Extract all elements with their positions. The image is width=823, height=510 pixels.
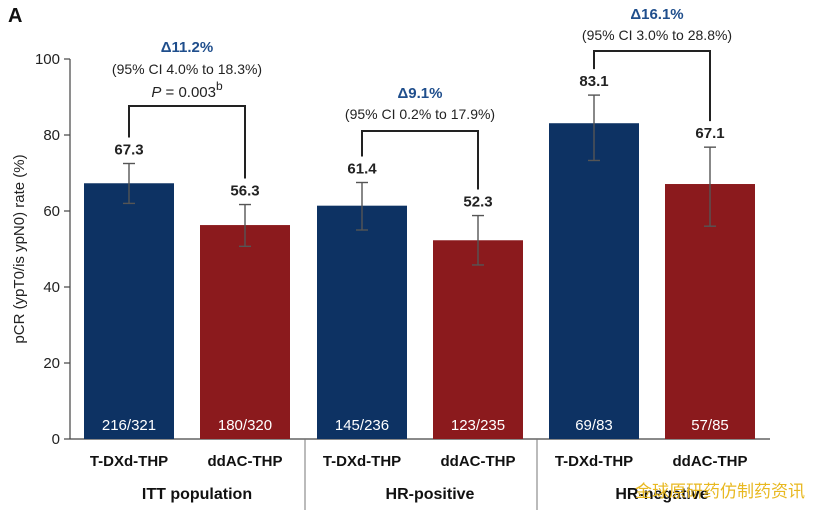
bar-value-label: 67.1 — [695, 125, 724, 142]
bar-fraction-label: 57/85 — [691, 417, 729, 434]
p-value-label: P = 0.003b — [151, 79, 223, 101]
y-tick-label: 60 — [43, 203, 60, 220]
p-value-superscript: b — [216, 79, 223, 93]
comparison-bracket — [361, 130, 479, 190]
bar-value-label: 61.4 — [347, 161, 377, 178]
bar-fraction-label: 123/235 — [451, 417, 505, 434]
category-label: T-DXd-THP — [90, 453, 168, 470]
bar-fraction-label: 145/236 — [335, 417, 389, 434]
category-label: ddAC-THP — [441, 453, 516, 470]
bar-ddac-thp — [433, 240, 523, 439]
bar-fraction-label: 216/321 — [102, 417, 156, 434]
bar-t-dxd-thp — [549, 123, 639, 439]
delta-label: Δ11.2% — [161, 39, 214, 56]
y-tick-label: 20 — [43, 355, 60, 372]
y-tick-label: 40 — [43, 279, 60, 296]
bar-value-label: 56.3 — [230, 183, 259, 200]
bar-value-label: 67.3 — [114, 142, 143, 159]
y-tick-label: 100 — [35, 51, 60, 68]
group-label: HR-negative — [615, 486, 708, 503]
bar-fraction-label: 69/83 — [575, 417, 613, 434]
delta-label: Δ16.1% — [630, 6, 683, 23]
bar-value-label: 52.3 — [463, 194, 492, 211]
delta-label: Δ9.1% — [398, 85, 443, 102]
ci-label: (95% CI 3.0% to 28.8%) — [582, 27, 732, 43]
bar-fraction-label: 180/320 — [218, 417, 272, 434]
category-label: ddAC-THP — [673, 453, 748, 470]
comparison-bracket — [593, 50, 711, 122]
bar-t-dxd-thp — [84, 183, 174, 439]
category-label: ddAC-THP — [208, 453, 283, 470]
y-tick-label: 80 — [43, 127, 60, 144]
ci-label: (95% CI 0.2% to 17.9%) — [345, 106, 495, 122]
y-tick-label: 0 — [52, 431, 60, 448]
bar-t-dxd-thp — [317, 205, 407, 439]
bar-value-label: 83.1 — [579, 73, 608, 90]
ci-label: (95% CI 4.0% to 18.3%) — [112, 61, 262, 77]
bar-ddac-thp — [200, 225, 290, 439]
group-label: ITT population — [142, 486, 252, 503]
category-label: T-DXd-THP — [323, 453, 401, 470]
panel-label: A — [8, 5, 22, 27]
y-axis-label: pCR (ypT0/is ypN0) rate (%) — [11, 154, 28, 343]
group-label: HR-positive — [386, 486, 475, 503]
p-value-symbol: P — [151, 84, 161, 101]
watermark: 金球原研药仿制药资讯 — [635, 482, 805, 502]
comparison-bracket — [128, 105, 246, 179]
category-label: T-DXd-THP — [555, 453, 633, 470]
p-value-number: = 0.003 — [161, 84, 216, 101]
